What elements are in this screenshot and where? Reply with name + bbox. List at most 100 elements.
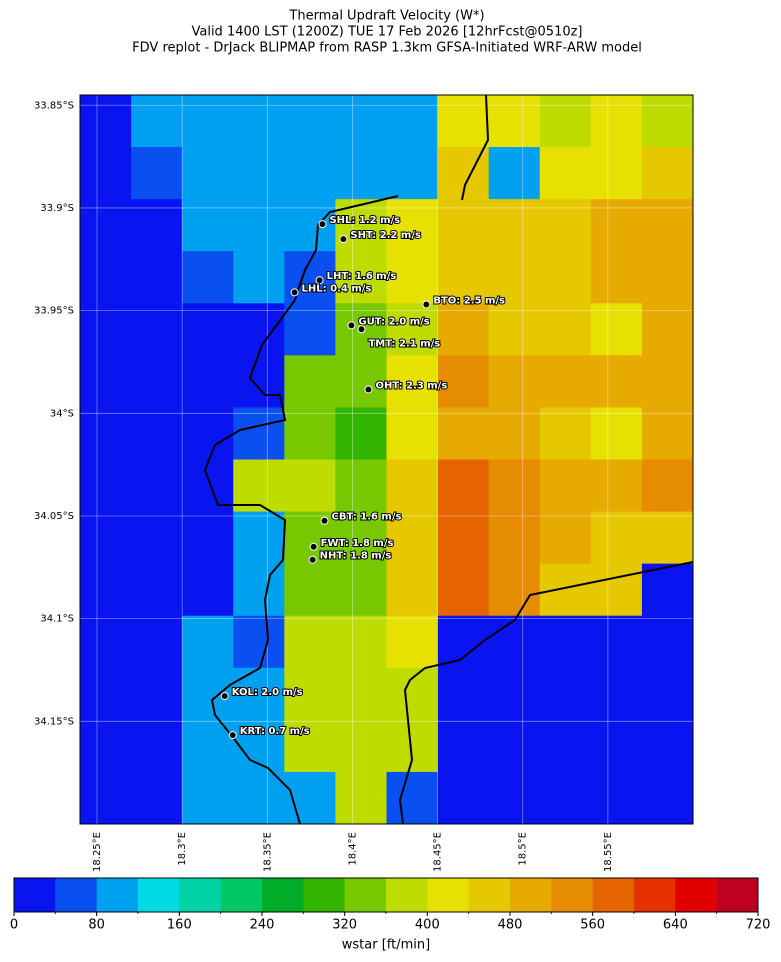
field-cell: [539, 667, 592, 721]
field-cell: [131, 667, 183, 721]
station-marker: [220, 692, 229, 701]
x-tick-label: 18.25°E: [92, 832, 103, 872]
station-marker: [315, 276, 324, 285]
field-cell: [641, 615, 693, 669]
field-cell: [488, 719, 541, 773]
field-cell: [284, 95, 336, 148]
colorbar-tick-label: 320: [332, 918, 357, 933]
colorbar-tick-label: 400: [415, 918, 440, 933]
colorbar-bin: [592, 878, 635, 912]
field-cell: [539, 407, 592, 460]
field-cell: [182, 511, 234, 565]
field-cell: [233, 771, 285, 824]
colorbar-bin: [14, 878, 56, 912]
field-cell: [539, 615, 592, 669]
field-cell: [539, 95, 592, 148]
field-cell: [539, 355, 592, 408]
colorbar-bin: [179, 878, 221, 912]
field-cell: [437, 511, 490, 565]
colorbar-tick-label: 80: [88, 918, 105, 933]
field-cell: [437, 771, 490, 824]
field-cell: [590, 667, 643, 721]
field-cell: [182, 147, 234, 200]
y-tick-label: 34.1°S: [40, 614, 74, 625]
x-tick-label: 18.4°E: [347, 832, 358, 866]
field-cell: [437, 303, 490, 356]
field-cell: [641, 667, 693, 721]
station-label: LHT: 1.6 m/s: [327, 271, 397, 282]
field-cell: [131, 719, 183, 773]
x-tick-label: 18.3°E: [177, 832, 188, 866]
field-cell: [80, 459, 132, 513]
field-cell: [539, 303, 592, 356]
field-cell: [335, 407, 387, 460]
field-cell: [284, 303, 336, 356]
colorbar-bin: [634, 878, 676, 912]
colorbar-bin: [96, 878, 139, 912]
field-cell: [182, 355, 234, 408]
y-tick-label: 34.05°S: [34, 511, 74, 522]
field-cell: [386, 303, 439, 356]
field-cell: [437, 407, 490, 460]
station-marker: [228, 731, 237, 740]
field-cell: [488, 563, 541, 617]
field-cell: [233, 511, 285, 565]
field-cell: [386, 459, 439, 513]
title-line: Thermal Updraft Velocity (W*): [288, 9, 484, 24]
field-cell: [131, 95, 183, 148]
field-cell: [233, 303, 285, 356]
station-marker: [308, 555, 317, 564]
field-cell: [284, 407, 336, 460]
field-cell: [335, 667, 387, 721]
field-cell: [335, 563, 387, 617]
field-cell: [182, 407, 234, 460]
field-cell: [335, 251, 387, 304]
station-label: GUT: 2.0 m/s: [358, 316, 429, 327]
field-cell: [80, 771, 132, 824]
field-cell: [539, 199, 592, 252]
station-marker: [290, 288, 299, 297]
field-cell: [488, 667, 541, 721]
field-cell: [641, 771, 693, 824]
field-cell: [590, 459, 643, 513]
field-cell: [80, 667, 132, 721]
field-cell: [386, 563, 439, 617]
colorbar-bin: [716, 878, 759, 912]
field-cell: [386, 771, 439, 824]
field-cell: [131, 147, 183, 200]
field-cell: [386, 199, 439, 252]
field-cell: [80, 355, 132, 408]
field-cell: [488, 95, 541, 148]
coast: [461, 95, 490, 201]
field-cell: [386, 667, 439, 721]
field-cell: [590, 95, 643, 148]
field-cell: [131, 407, 183, 460]
title-line: FDV replot - DrJack BLIPMAP from RASP 1.…: [132, 41, 642, 56]
field-cell: [284, 355, 336, 408]
field-cell: [284, 563, 336, 617]
field-cell: [80, 511, 132, 565]
x-tick-label: 18.5°E: [518, 832, 529, 866]
station-label: SHL: 1.2 m/s: [329, 215, 400, 226]
colorbar-bin: [138, 878, 180, 912]
station-label: CBT: 1.6 m/s: [332, 512, 402, 523]
y-tick-label: 33.95°S: [34, 306, 74, 317]
field-cell: [641, 95, 693, 148]
coast: [203, 195, 399, 824]
field-cell: [488, 511, 541, 565]
field-cell: [284, 615, 336, 669]
field-cell: [386, 95, 439, 148]
colorbar-tick-label: 480: [498, 918, 523, 933]
field-cell: [488, 147, 541, 200]
field-cell: [641, 199, 693, 252]
field-cell: [80, 147, 132, 200]
field-cell: [437, 719, 490, 773]
field-cell: [641, 407, 693, 460]
field-cell: [182, 563, 234, 617]
station-marker: [422, 300, 431, 309]
field-cell: [590, 615, 643, 669]
station-marker: [320, 516, 329, 525]
station-label: FWT: 1.8 m/s: [321, 538, 394, 549]
colorbar-tick-label: 160: [167, 918, 192, 933]
x-tick-label: 18.35°E: [262, 832, 273, 872]
